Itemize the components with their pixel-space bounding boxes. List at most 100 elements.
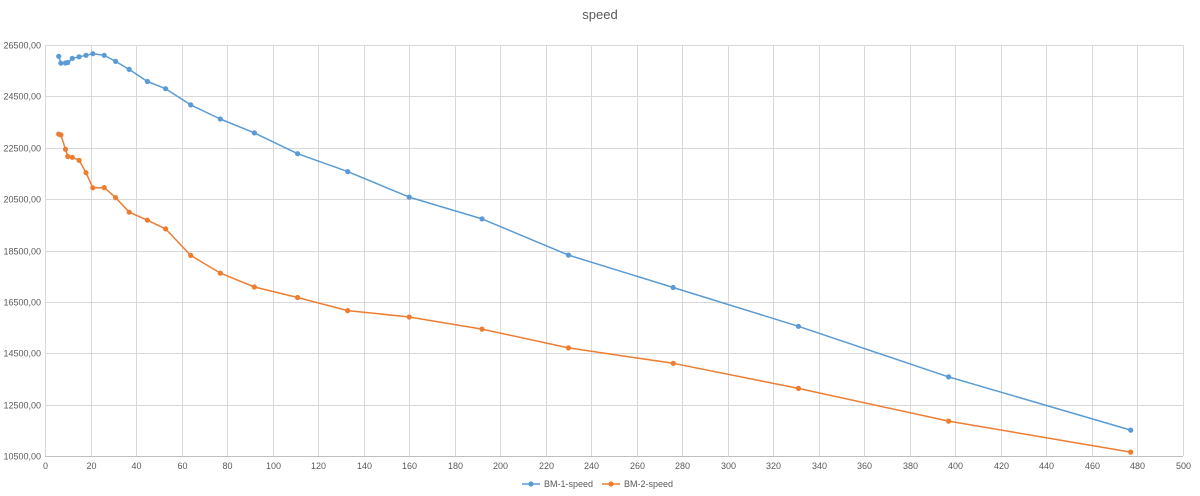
x-tick-label: 440 (1039, 461, 1054, 471)
data-point (76, 54, 82, 60)
chart-title: speed (582, 7, 617, 22)
data-point (251, 284, 257, 290)
data-point (188, 252, 194, 258)
series-lines (56, 51, 1134, 455)
x-tick-label: 220 (539, 461, 554, 471)
legend: BM-1-speed BM-2-speed (522, 479, 673, 489)
x-tick-label: 100 (266, 461, 281, 471)
y-tick-label: 24500,00 (3, 92, 41, 102)
x-tick-label: 360 (857, 461, 872, 471)
y-tick-label: 22500,00 (3, 144, 41, 154)
data-point (69, 154, 75, 160)
x-tick-label: 40 (131, 461, 141, 471)
data-point (795, 323, 802, 329)
data-point (69, 55, 75, 62)
data-point (90, 51, 96, 57)
data-point (217, 270, 223, 276)
data-point (670, 360, 676, 366)
x-tick-label: 0 (43, 461, 48, 471)
series-line (58, 133, 1131, 453)
data-point (565, 345, 572, 351)
data-point (113, 195, 119, 201)
data-point (113, 58, 119, 64)
data-point (101, 185, 107, 191)
data-point (101, 52, 107, 58)
x-tick-label: 380 (903, 461, 918, 471)
legend-marker (528, 481, 534, 487)
x-tick-label: 280 (675, 461, 690, 471)
data-point (144, 78, 150, 85)
x-tick-label: 160 (402, 461, 417, 471)
data-point (163, 86, 169, 92)
x-tick-label: 120 (311, 461, 326, 471)
data-point (217, 116, 223, 122)
x-tick-label: 320 (766, 461, 781, 471)
data-point (295, 151, 301, 157)
data-point (58, 132, 64, 138)
data-point (90, 185, 96, 191)
data-point (65, 59, 71, 66)
x-tick-label: 80 (222, 461, 232, 471)
x-tick-label: 140 (357, 461, 372, 471)
x-tick-label: 460 (1085, 461, 1100, 471)
axes: 10500,00 12500,00 14500,00 16500,00 18500,00… (3, 41, 1191, 472)
data-point (1128, 449, 1134, 455)
series-line (57, 52, 1131, 431)
x-tick-label: 260 (630, 461, 645, 471)
x-tick-label: 400 (948, 461, 963, 471)
data-point (144, 217, 150, 223)
data-point (946, 374, 952, 380)
legend-label: BM-2-speed (624, 479, 673, 489)
legend-item: BM-2-speed (602, 479, 673, 489)
y-tick-label: 20500,00 (3, 195, 41, 205)
data-point (946, 418, 952, 424)
data-point (188, 102, 194, 108)
data-point (56, 53, 62, 59)
x-tick-label: 300 (721, 461, 736, 471)
data-point (1128, 427, 1134, 433)
legend-marker (608, 481, 614, 487)
series-BM-2-speed (56, 131, 1134, 455)
data-point (251, 130, 257, 136)
y-tick-label: 16500,00 (3, 298, 41, 308)
data-point (406, 194, 412, 200)
data-point (83, 52, 89, 58)
data-point (565, 252, 572, 258)
y-tick-label: 12500,00 (3, 401, 41, 411)
y-tick-label: 10500,00 (3, 452, 41, 462)
legend-label: BM-1-speed (544, 479, 593, 489)
data-point (65, 153, 71, 160)
x-tick-label: 20 (86, 461, 96, 471)
data-point (479, 326, 485, 332)
x-tick-label: 500 (1176, 461, 1191, 471)
y-tick-label: 26500,00 (3, 41, 41, 51)
y-tick-label: 14500,00 (3, 349, 41, 359)
data-point (345, 308, 351, 314)
data-point (83, 170, 89, 176)
data-point (62, 146, 69, 152)
x-tick-label: 240 (584, 461, 599, 471)
series-BM-1-speed (56, 51, 1134, 433)
data-point (795, 385, 802, 391)
data-point (345, 169, 351, 175)
data-point (406, 314, 412, 320)
x-tick-label: 340 (812, 461, 827, 471)
data-point (126, 66, 132, 72)
y-tick-label: 18500,00 (3, 247, 41, 257)
data-point (670, 284, 676, 291)
data-point (479, 216, 485, 222)
data-point (126, 209, 132, 215)
x-tick-label: 200 (493, 461, 508, 471)
data-point (163, 226, 169, 232)
legend-item: BM-1-speed (522, 479, 593, 489)
x-tick-label: 60 (177, 461, 187, 471)
data-point (58, 60, 64, 66)
x-tick-label: 420 (994, 461, 1009, 471)
data-point (76, 157, 82, 163)
x-tick-label: 180 (448, 461, 463, 471)
grid-lines (45, 45, 1184, 457)
data-point (295, 294, 301, 301)
x-tick-label: 480 (1130, 461, 1145, 471)
